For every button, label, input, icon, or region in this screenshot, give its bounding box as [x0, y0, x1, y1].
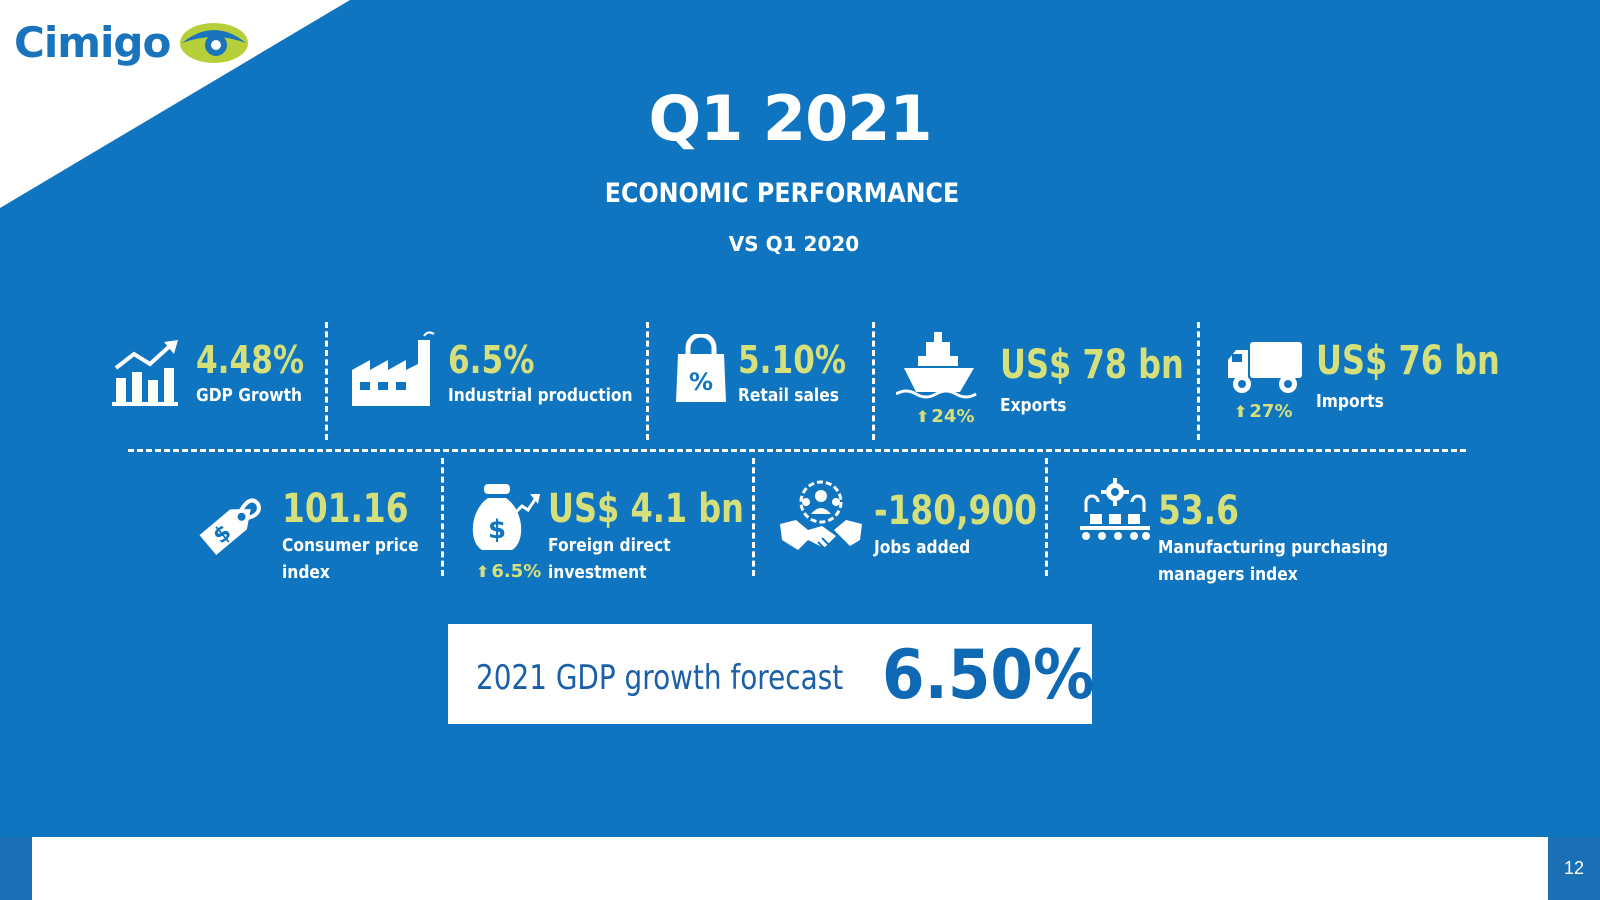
row-divider	[128, 449, 1466, 452]
shopping-bag-percent-icon: %	[676, 334, 726, 402]
metric-value: 6.5%	[448, 338, 535, 382]
arrow-up-icon: ⬆	[916, 407, 930, 426]
divider	[1045, 458, 1048, 576]
metric-value: -180,900	[874, 488, 1038, 534]
forecast-value: 6.50%	[882, 636, 1095, 715]
metric-label-line2: investment	[548, 562, 647, 583]
factory-icon	[352, 331, 435, 406]
divider	[872, 322, 875, 440]
metric-label-line2: index	[282, 562, 330, 583]
slide-footer: 12	[0, 837, 1600, 900]
metric-industrial-production: 6.5% Industrial production	[448, 338, 663, 409]
handshake-people-icon	[780, 480, 862, 551]
page-number: 12	[1548, 837, 1600, 900]
metric-jobs-added: -180,900 Jobs added	[874, 488, 1073, 561]
delta-value: 27%	[1249, 401, 1293, 422]
metric-label-line2: managers index	[1158, 564, 1298, 585]
bar-chart-up-icon	[112, 340, 178, 406]
metric-value: 4.48%	[196, 338, 305, 382]
metric-imports: US$ 76 bn Imports	[1316, 338, 1546, 415]
forecast-label: 2021 GDP growth forecast	[476, 658, 844, 698]
metric-label: Retail sales	[738, 385, 839, 406]
divider	[1197, 322, 1200, 440]
metric-label-line1: Jobs added	[874, 537, 971, 558]
metric-value: US$ 76 bn	[1316, 338, 1500, 384]
metric-label: Imports	[1316, 391, 1384, 412]
metric-label-line1: Manufacturing purchasing	[1158, 537, 1389, 558]
ship-icon	[896, 332, 977, 399]
metric-consumer-price-index: 101.16 Consumer price index	[282, 486, 441, 586]
fdi-change: ⬆ 6.5%	[476, 561, 541, 582]
exports-change: ⬆ 24%	[916, 406, 975, 427]
metric-gdp-growth: 4.48% GDP Growth	[196, 338, 328, 409]
gdp-forecast-box: 2021 GDP growth forecast 6.50%	[448, 624, 1095, 724]
price-tag-dollar-icon: $	[199, 498, 261, 556]
delta-value: 6.5%	[491, 561, 542, 582]
page-subtitle: ECONOMIC PERFORMANCE	[604, 178, 960, 209]
divider	[441, 458, 444, 576]
comparison-caption: VS Q1 2020	[728, 232, 860, 256]
metric-label: Exports	[1000, 395, 1067, 416]
page-title: Q1 2021	[648, 82, 933, 155]
logo-corner-background	[0, 0, 350, 208]
money-bag-icon: $	[472, 484, 540, 550]
metric-value: US$ 4.1 bn	[548, 486, 744, 532]
divider	[646, 322, 649, 440]
metric-exports: US$ 78 bn Exports	[1000, 342, 1230, 419]
metric-manufacturing-pmi: 53.6 Manufacturing purchasing managers i…	[1158, 488, 1426, 588]
truck-icon	[1228, 342, 1302, 393]
metric-foreign-direct-investment: US$ 4.1 bn Foreign direct investment	[548, 486, 793, 586]
imports-change: ⬆ 27%	[1234, 401, 1293, 422]
brand-logo: Cimigo	[14, 18, 250, 67]
arrow-up-icon: ⬆	[1234, 402, 1248, 421]
metric-retail-sales: 5.10% Retail sales	[738, 338, 870, 409]
conveyor-gear-icon	[1080, 478, 1150, 540]
metric-label-line1: Foreign direct	[548, 535, 671, 556]
divider	[752, 458, 755, 576]
metric-value: 53.6	[1158, 488, 1239, 534]
metric-label-line1: Consumer price	[282, 535, 419, 556]
metric-value: US$ 78 bn	[1000, 342, 1184, 388]
footer-left-accent	[0, 837, 32, 900]
svg-text:%: %	[689, 368, 713, 396]
svg-text:$: $	[488, 515, 506, 545]
arrow-up-icon: ⬆	[476, 562, 490, 581]
metric-value: 101.16	[282, 486, 409, 532]
metric-value: 5.10%	[738, 338, 847, 382]
divider	[325, 322, 328, 440]
delta-value: 24%	[931, 406, 975, 427]
eye-logo-icon	[180, 22, 249, 63]
brand-name: Cimigo	[14, 18, 171, 67]
metric-label: Industrial production	[448, 385, 633, 406]
metric-label: GDP Growth	[196, 385, 302, 406]
